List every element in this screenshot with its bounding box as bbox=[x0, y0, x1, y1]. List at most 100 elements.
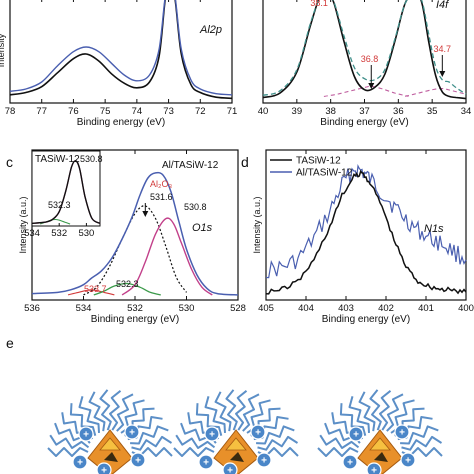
panel-label-c: c bbox=[6, 154, 13, 170]
alkyl-chain bbox=[401, 435, 443, 451]
polyhedron-face bbox=[99, 437, 121, 451]
legend-label-tasiw-12: TASiW-12 bbox=[296, 156, 341, 167]
cation-icon bbox=[366, 462, 382, 474]
fit-component-530-8 bbox=[121, 217, 213, 296]
polyhedron-shadow bbox=[374, 452, 388, 462]
panel-a: 78 77 76 75 74 73 72 71 Binding energy (eV) Inten… bbox=[0, 0, 237, 128]
alkyl-chain bbox=[242, 393, 260, 432]
y-axis-label: Intensity bbox=[0, 33, 6, 67]
cation-plus-sign: + bbox=[371, 466, 377, 474]
x-tick-label: 402 bbox=[378, 303, 394, 314]
x-tick-label: 38 bbox=[325, 106, 336, 117]
x-axis-label: Binding energy (eV) bbox=[320, 117, 408, 128]
inset-tick-label: 534 bbox=[24, 228, 40, 239]
cation-icon bbox=[222, 462, 238, 474]
series-line-fit bbox=[262, 0, 467, 96]
x-tick-label: 401 bbox=[418, 303, 434, 314]
fit-component-532-3 bbox=[93, 282, 161, 296]
x-tick-label: 400 bbox=[458, 303, 474, 314]
cation-icon bbox=[394, 424, 410, 440]
x-tick-label: 405 bbox=[258, 303, 274, 314]
series-line-total bbox=[31, 171, 239, 296]
x-tick-label: 39 bbox=[292, 106, 303, 117]
x-tick-label: 536 bbox=[24, 303, 40, 314]
polyoxometalate-cluster-3: + + + + + bbox=[317, 389, 443, 474]
peak-label-36-8: 36.8 bbox=[361, 54, 379, 64]
cation-plus-sign: + bbox=[83, 430, 89, 441]
x-tick-label: 37 bbox=[359, 106, 370, 117]
cation-icon bbox=[400, 452, 416, 468]
cation-icon bbox=[130, 452, 146, 468]
x-tick-label: 534 bbox=[76, 303, 92, 314]
alkyl-chain bbox=[116, 393, 134, 432]
fit-component-dashed bbox=[404, 88, 467, 97]
peak-label-533-7: 533.7 bbox=[84, 284, 107, 294]
x-tick-label: 35 bbox=[427, 106, 438, 117]
cation-plus-sign: + bbox=[347, 458, 353, 469]
cation-icon bbox=[72, 454, 88, 470]
inset-panel: 534 532 530 TASiW-12 530.8 532.3 bbox=[24, 150, 103, 239]
peak-label-531-6: 531.6 bbox=[150, 192, 173, 202]
panel-label-d: d bbox=[241, 154, 249, 170]
plot-frame bbox=[265, 149, 467, 301]
alkyl-chain bbox=[195, 403, 223, 436]
panel-c-title: Al/TASiW-12 bbox=[162, 160, 219, 171]
x-tick-label: 40 bbox=[258, 106, 269, 117]
annotation-n1s: N1s bbox=[424, 223, 444, 235]
x-tick-label: 72 bbox=[195, 106, 206, 117]
x-tick-label: 77 bbox=[36, 106, 47, 117]
cation-icon bbox=[96, 462, 112, 474]
cation-plus-sign: + bbox=[227, 466, 233, 474]
alkyl-chain bbox=[386, 393, 404, 432]
alkyl-chain bbox=[348, 396, 370, 433]
alkyl-chain bbox=[175, 434, 216, 449]
x-tick-label: 404 bbox=[298, 303, 314, 314]
x-tick-label: 36 bbox=[393, 106, 404, 117]
alkyl-chain bbox=[204, 396, 226, 433]
series-line-black bbox=[9, 0, 233, 100]
plot-frame bbox=[9, 0, 233, 104]
polyoxometalate-cluster-2: + + + + + bbox=[173, 389, 299, 474]
fit-component-533-7 bbox=[67, 289, 115, 296]
alkyl-chain bbox=[173, 447, 215, 457]
alkyl-chain bbox=[317, 447, 359, 457]
alkyl-chain bbox=[69, 403, 97, 436]
alkyl-chain bbox=[49, 434, 90, 449]
x-tick-label: 532 bbox=[127, 303, 143, 314]
cation-plus-sign: + bbox=[399, 428, 405, 439]
x-tick-label: 76 bbox=[68, 106, 79, 117]
series-line-black bbox=[262, 0, 467, 100]
alkyl-chain bbox=[78, 396, 100, 433]
peak-arrowhead bbox=[368, 83, 375, 89]
cation-icon bbox=[204, 426, 220, 442]
panel-b: 40 39 38 37 36 35 34 Binding energy (eV) 38.1 36.… bbox=[258, 0, 472, 128]
alkyl-chain bbox=[319, 434, 360, 449]
cation-plus-sign: + bbox=[209, 430, 215, 441]
x-tick-label: 528 bbox=[230, 303, 246, 314]
fit-component-dashed bbox=[323, 85, 409, 97]
cation-plus-sign: + bbox=[353, 430, 359, 441]
polyhedron-face bbox=[369, 437, 391, 451]
inset-peak-label-532-3: 532.3 bbox=[48, 200, 71, 210]
peak-label-38-1: 38.1 bbox=[310, 0, 328, 8]
cation-icon bbox=[198, 454, 214, 470]
alkyl-chain bbox=[235, 390, 248, 431]
series-line-blue bbox=[9, 0, 233, 96]
alkyl-chain bbox=[400, 425, 439, 445]
alkyl-chain bbox=[131, 435, 173, 451]
polyhedron-shadow bbox=[230, 452, 244, 462]
x-tick-label: 34 bbox=[461, 106, 472, 117]
panel-e-schematic: + + + + + + + + + + + + + + + bbox=[47, 389, 443, 474]
peak-species-label: Al₂O₃ bbox=[150, 179, 172, 189]
alkyl-chain bbox=[369, 389, 382, 431]
inset-series-line bbox=[31, 160, 101, 225]
alkyl-chain bbox=[225, 389, 238, 431]
annotation-i4f: I4f bbox=[436, 0, 449, 11]
x-axis-label: Binding energy (eV) bbox=[91, 314, 179, 325]
alkyl-chain bbox=[358, 391, 376, 432]
inset-tick-label: 530 bbox=[78, 228, 94, 239]
legend-label-al-tasiw-12: Al/TASiW-12 bbox=[296, 168, 353, 179]
cation-plus-sign: + bbox=[255, 428, 261, 439]
x-tick-label: 403 bbox=[338, 303, 354, 314]
